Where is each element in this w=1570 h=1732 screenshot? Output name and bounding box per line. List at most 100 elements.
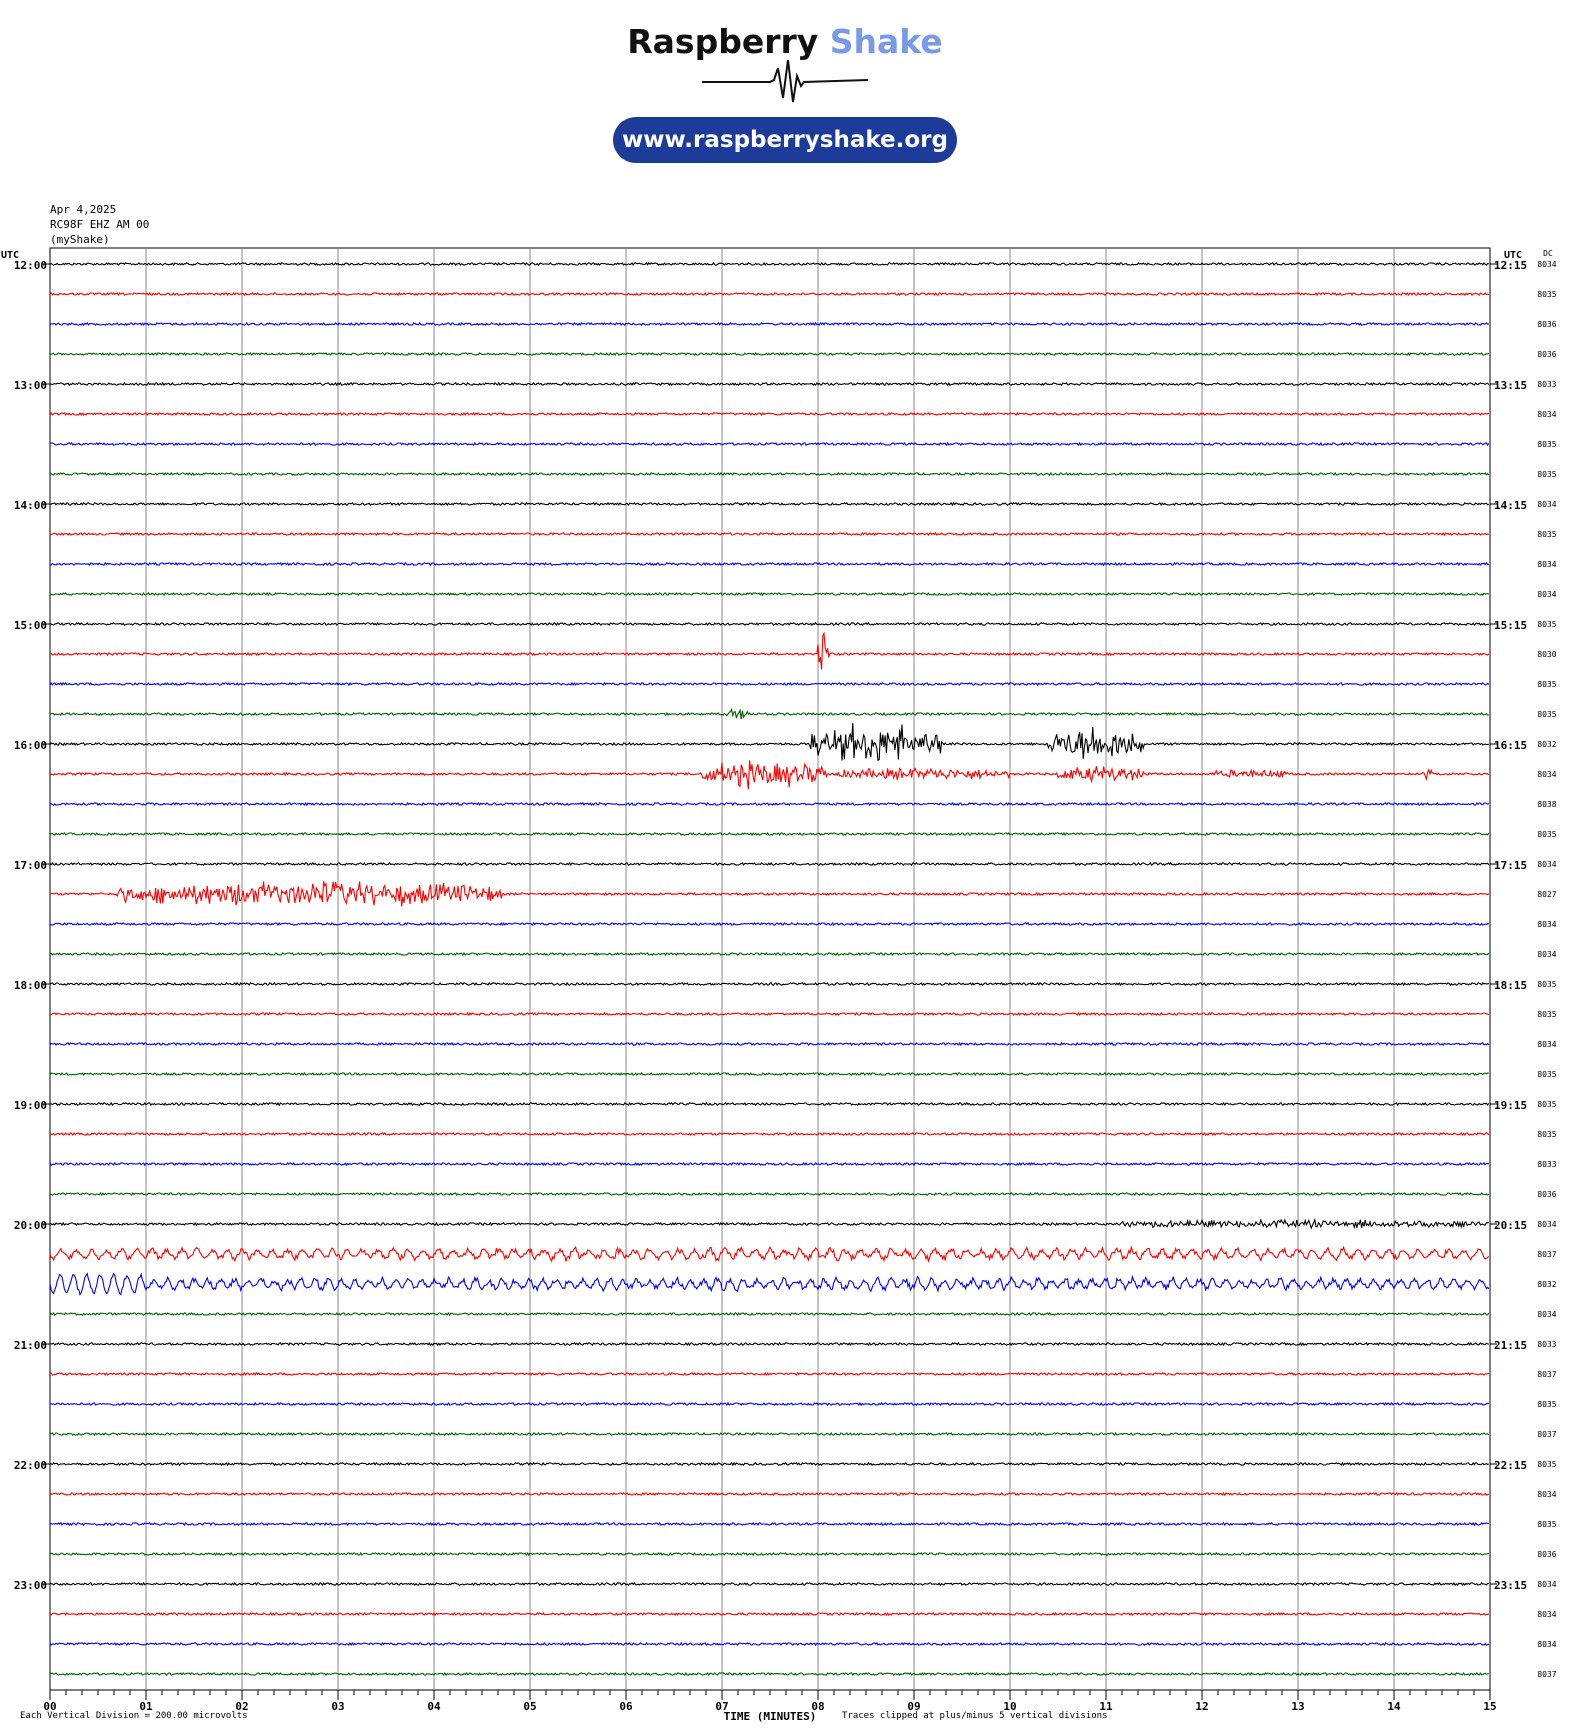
dc-offset-label: 8034 [1537, 920, 1556, 929]
x-tick-label: 06 [619, 1700, 633, 1713]
dc-offset-label: 8034 [1537, 1310, 1556, 1319]
website-link[interactable]: www.raspberryshake.org [613, 117, 957, 163]
trace-line [49, 1217, 1490, 1230]
dc-offset-label: 8035 [1537, 1070, 1556, 1079]
trace-line [49, 1521, 1489, 1527]
trace-line [49, 631, 1490, 670]
trace-line [49, 1311, 1490, 1317]
trace-line [49, 1131, 1490, 1137]
dc-offset-label: 8035 [1537, 980, 1556, 989]
dc-offset-label: 8034 [1537, 1640, 1556, 1649]
hour-label-left: 14:00 [14, 499, 47, 512]
trace-line [49, 921, 1489, 927]
dc-offset-label: 8030 [1537, 650, 1556, 659]
hour-label-left: 22:00 [14, 1459, 47, 1472]
trace-line [49, 1161, 1490, 1167]
dc-column-title: DC [1543, 249, 1553, 258]
dc-offset-label: 8037 [1537, 1370, 1556, 1379]
x-tick-label: 14 [1387, 1700, 1401, 1713]
dc-offset-label: 8035 [1537, 1400, 1556, 1409]
brand-wordmark: Raspberry Shake [0, 22, 1570, 61]
hour-label-right: 20:15 [1494, 1219, 1527, 1232]
right-axis-title: UTC [1504, 250, 1522, 261]
trace-line [49, 861, 1490, 867]
data-source: (myShake) [50, 233, 110, 246]
x-tick-label: 08 [811, 1700, 824, 1713]
trace-line [49, 1581, 1489, 1587]
hour-label-right: 15:15 [1494, 619, 1527, 632]
hour-label-right: 18:15 [1494, 979, 1527, 992]
x-tick-label: 00 [43, 1700, 56, 1713]
hour-label-right: 12:15 [1494, 259, 1527, 272]
brand-name-light: Shake [829, 22, 943, 61]
hour-label-right: 23:15 [1494, 1579, 1527, 1592]
plot-frame [49, 247, 1491, 1691]
dc-offset-label: 8033 [1537, 1340, 1556, 1349]
trace-line [49, 261, 1489, 267]
trace-line [49, 981, 1489, 987]
dc-offset-label: 8034 [1537, 1490, 1556, 1499]
hour-label-right: 13:15 [1494, 379, 1527, 392]
trace-line [49, 1341, 1489, 1347]
hour-label-right: 21:15 [1494, 1339, 1527, 1352]
dc-offset-label: 8035 [1537, 290, 1556, 299]
dc-offset-label: 8036 [1537, 1550, 1556, 1559]
x-tick-label: 11 [1099, 1700, 1113, 1713]
dc-offset-label: 8038 [1537, 800, 1556, 809]
dc-offset-label: 8034 [1537, 1220, 1556, 1229]
dc-offset-label: 8035 [1537, 530, 1556, 539]
x-tick-label: 10 [1003, 1700, 1016, 1713]
dc-offset-label: 8034 [1537, 770, 1556, 779]
trace-line [49, 321, 1489, 327]
trace-line [49, 1071, 1489, 1077]
dc-offset-label: 8033 [1537, 380, 1556, 389]
x-tick-label: 15 [1483, 1700, 1496, 1713]
trace-line [49, 1611, 1490, 1617]
dc-offset-label: 8035 [1537, 680, 1556, 689]
hour-label-right: 17:15 [1494, 859, 1527, 872]
trace-line [49, 801, 1490, 807]
dc-offset-label: 8034 [1537, 1040, 1556, 1049]
trace-line [49, 351, 1490, 357]
dc-offset-label: 8035 [1537, 1130, 1556, 1139]
trace-line [49, 1641, 1490, 1647]
seismic-pulse-icon [702, 59, 869, 103]
hour-label-left: 13:00 [14, 379, 47, 392]
trace-line [49, 831, 1490, 837]
trace-line [49, 1461, 1490, 1467]
dc-offset-label: 8035 [1537, 830, 1556, 839]
trace-line [49, 1431, 1490, 1437]
station-id: RC98F EHZ AM 00 [50, 218, 150, 231]
dc-offset-label: 8033 [1537, 1160, 1556, 1169]
trace-line [49, 1272, 1490, 1297]
hour-label-left: 19:00 [14, 1099, 47, 1112]
dc-offset-label: 8035 [1537, 620, 1556, 629]
dc-offset-label: 8035 [1537, 1010, 1556, 1019]
dc-offset-label: 8034 [1537, 950, 1556, 959]
dc-offset-label: 8035 [1537, 470, 1556, 479]
left-axis-title: UTC [1, 250, 19, 261]
trace-line [49, 1371, 1490, 1377]
hour-label-right: 14:15 [1494, 499, 1527, 512]
dc-offset-label: 8035 [1537, 1520, 1556, 1529]
trace-line [49, 681, 1490, 687]
x-tick-label: 04 [427, 1700, 441, 1713]
x-tick-label: 02 [235, 1700, 248, 1713]
trace-line [49, 591, 1490, 597]
dc-offset-label: 8032 [1537, 740, 1556, 749]
trace-line [49, 621, 1489, 627]
hour-label-left: 20:00 [14, 1219, 47, 1232]
hour-label-left: 23:00 [14, 1579, 47, 1592]
x-axis-label: TIME (MINUTES) [724, 1710, 817, 1723]
trace-line [50, 561, 1490, 567]
scale-note: Each Vertical Division = 200.00 microvol… [20, 1711, 248, 1721]
trace-line [49, 707, 1489, 720]
trace-line [49, 501, 1490, 507]
record-date: Apr 4,2025 [50, 203, 117, 216]
x-tick-label: 12 [1195, 1700, 1208, 1713]
trace-line [49, 531, 1490, 537]
dc-offset-label: 8036 [1537, 1190, 1556, 1199]
trace-line [49, 441, 1490, 447]
trace-line [49, 411, 1490, 417]
hour-label-left: 16:00 [14, 739, 47, 752]
